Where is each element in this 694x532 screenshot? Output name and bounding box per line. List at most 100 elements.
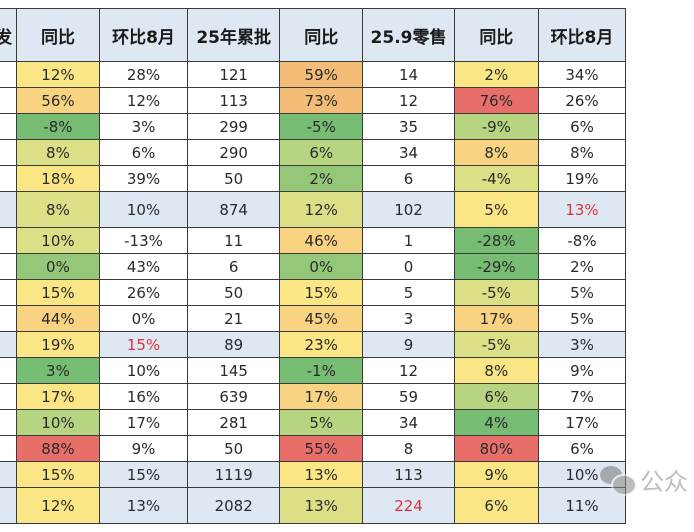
yoy-retail-cell: 8% xyxy=(453,139,539,166)
mom-retail-cell: 7% xyxy=(537,383,627,410)
yoy-cell: 3% xyxy=(16,357,100,384)
mom-retail-cell: 13% xyxy=(537,191,627,228)
header-mom-aug-retail: 环比8月 xyxy=(537,8,627,62)
yoy-ytd-cell: 13% xyxy=(279,461,364,488)
row-label xyxy=(0,357,18,384)
mom-retail-cell: 5% xyxy=(537,279,627,306)
retail-cell: 12 xyxy=(362,357,455,384)
mom-retail-cell: 19% xyxy=(537,165,627,192)
mom-cell: 15% xyxy=(98,461,189,488)
row-label xyxy=(0,191,18,228)
yoy-retail-cell: 8% xyxy=(453,357,539,384)
row-label xyxy=(0,113,18,140)
yoy-cell: -8% xyxy=(16,113,100,140)
yoy-ytd-cell: 59% xyxy=(279,61,364,88)
yoy-ytd-cell: 15% xyxy=(279,279,364,306)
mom-retail-cell: 2% xyxy=(537,253,627,280)
mom-retail-cell: 6% xyxy=(537,435,627,462)
yoy-cell: 8% xyxy=(16,191,100,228)
row-label xyxy=(0,409,18,436)
table-row: 56% 12% 113 73% 12 76% 26% xyxy=(0,87,627,114)
yoy-retail-cell: -5% xyxy=(453,279,539,306)
retail-cell: 224 xyxy=(362,487,455,524)
ytd-cell: 11 xyxy=(187,227,281,254)
mom-retail-cell: 5% xyxy=(537,305,627,332)
yoy-cell: 12% xyxy=(16,487,100,524)
yoy-cell: 12% xyxy=(16,61,100,88)
row-label xyxy=(0,487,18,524)
yoy-ytd-cell: 45% xyxy=(279,305,364,332)
row-label xyxy=(0,227,18,254)
yoy-cell: 17% xyxy=(16,383,100,410)
yoy-retail-cell: 5% xyxy=(453,191,539,228)
row-label xyxy=(0,87,18,114)
yoy-ytd-cell: 55% xyxy=(279,435,364,462)
yoy-retail-cell: 9% xyxy=(453,461,539,488)
table-row: -8% 3% 299 -5% 35 -9% 6% xyxy=(0,113,627,140)
yoy-cell: 8% xyxy=(16,139,100,166)
mom-retail-cell: 34% xyxy=(537,61,627,88)
retail-cell: 3 xyxy=(362,305,455,332)
retail-cell: 8 xyxy=(362,435,455,462)
yoy-ytd-cell: -5% xyxy=(279,113,364,140)
ytd-cell: 50 xyxy=(187,165,281,192)
yoy-cell: 19% xyxy=(16,331,100,358)
ytd-cell: 299 xyxy=(187,113,281,140)
yoy-cell: 10% xyxy=(16,227,100,254)
mom-cell: 39% xyxy=(98,165,189,192)
mom-cell: 26% xyxy=(98,279,189,306)
mom-retail-cell: 3% xyxy=(537,331,627,358)
retail-cell: 34 xyxy=(362,409,455,436)
row-label xyxy=(0,279,18,306)
retail-cell: 102 xyxy=(362,191,455,228)
header-mom-aug-wholesale: 环比8月 xyxy=(98,8,189,62)
retail-cell: 14 xyxy=(362,61,455,88)
yoy-ytd-cell: 12% xyxy=(279,191,364,228)
ytd-cell: 6 xyxy=(187,253,281,280)
mom-retail-cell: 17% xyxy=(537,409,627,436)
table-row: 88% 9% 50 55% 8 80% 6% xyxy=(0,435,627,462)
table-row: 0% 43% 6 0% 0 -29% 2% xyxy=(0,253,627,280)
mom-cell: 15% xyxy=(98,331,189,358)
header-yoy-wholesale: 同比 xyxy=(16,8,100,62)
mom-cell: 28% xyxy=(98,61,189,88)
yoy-retail-cell: 80% xyxy=(453,435,539,462)
subtotal-row: 15% 15% 1119 13% 113 9% 10% xyxy=(0,461,627,488)
yoy-retail-cell: 17% xyxy=(453,305,539,332)
retail-cell: 0 xyxy=(362,253,455,280)
header-yoy-ytd: 同比 xyxy=(279,8,364,62)
yoy-cell: 18% xyxy=(16,165,100,192)
header-row: 批发 同比 环比8月 25年累批 同比 25.9零售 同比 环比8月 xyxy=(0,8,627,62)
ytd-cell: 281 xyxy=(187,409,281,436)
mom-cell: 13% xyxy=(98,487,189,524)
ytd-cell: 874 xyxy=(187,191,281,228)
yoy-retail-cell: -9% xyxy=(453,113,539,140)
table-row: 12% 28% 121 59% 14 2% 34% xyxy=(0,61,627,88)
yoy-cell: 0% xyxy=(16,253,100,280)
header-yoy-retail: 同比 xyxy=(453,8,539,62)
row-label xyxy=(0,165,18,192)
row-label xyxy=(0,435,18,462)
header-ytd-wholesale: 25年累批 xyxy=(187,8,281,62)
retail-cell: 35 xyxy=(362,113,455,140)
ytd-cell: 145 xyxy=(187,357,281,384)
ytd-cell: 113 xyxy=(187,87,281,114)
yoy-retail-cell: -28% xyxy=(453,227,539,254)
yoy-cell: 15% xyxy=(16,461,100,488)
retail-cell: 59 xyxy=(362,383,455,410)
mom-cell: 6% xyxy=(98,139,189,166)
yoy-cell: 56% xyxy=(16,87,100,114)
yoy-ytd-cell: 46% xyxy=(279,227,364,254)
mom-retail-cell: -8% xyxy=(537,227,627,254)
retail-cell: 113 xyxy=(362,461,455,488)
yoy-retail-cell: -4% xyxy=(453,165,539,192)
mom-cell: 3% xyxy=(98,113,189,140)
retail-cell: 9 xyxy=(362,331,455,358)
subtotal-row: 19% 15% 89 23% 9 -5% 3% xyxy=(0,331,627,358)
yoy-ytd-cell: 17% xyxy=(279,383,364,410)
table-row: 10% -13% 11 46% 1 -28% -8% xyxy=(0,227,627,254)
mom-cell: 17% xyxy=(98,409,189,436)
table-row: 8% 6% 290 6% 34 8% 8% xyxy=(0,139,627,166)
subtotal-row: 8% 10% 874 12% 102 5% 13% xyxy=(0,191,627,228)
mom-retail-cell: 26% xyxy=(537,87,627,114)
